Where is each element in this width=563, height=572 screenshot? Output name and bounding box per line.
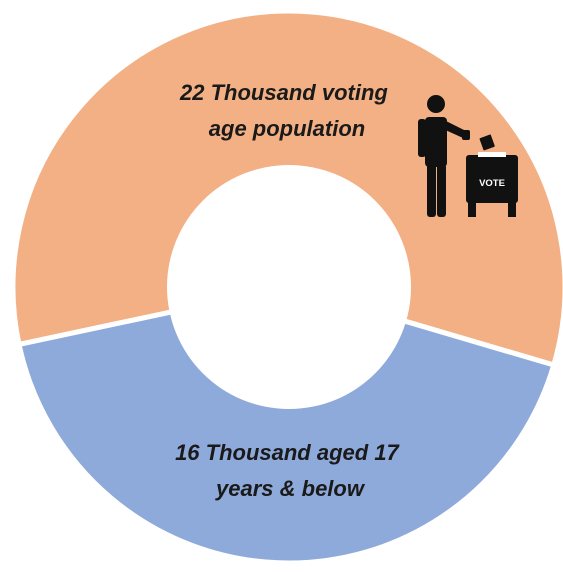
slice-label-voting-age: 22 Thousand voting age population [179, 80, 394, 141]
slice-under-18 [16, 284, 557, 566]
slice-label-under-18: 16 Thousand aged 17 years & below [175, 440, 405, 501]
ballot-box-text: VOTE [479, 178, 505, 189]
voter-ballot-box-icon: VOTE [418, 95, 518, 217]
donut-hole [167, 165, 411, 409]
